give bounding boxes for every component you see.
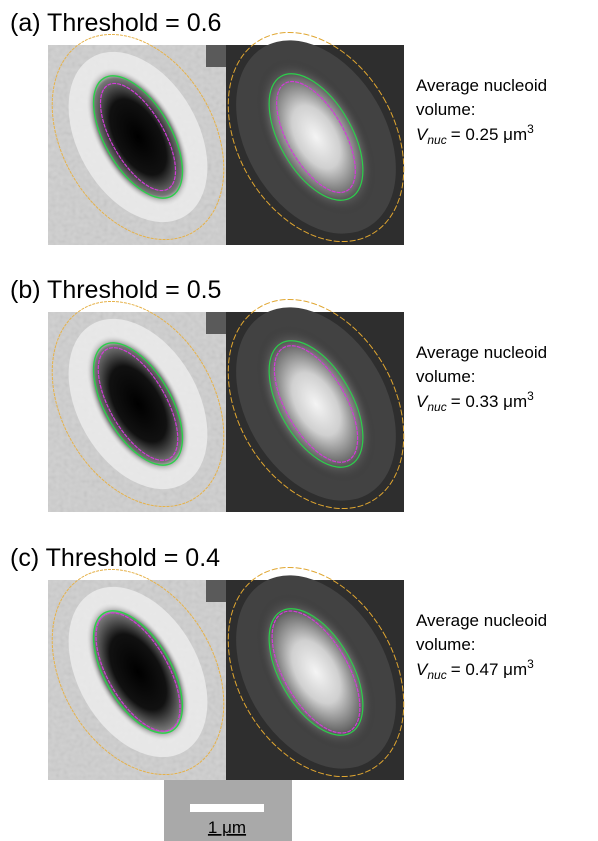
panel-title: (c) Threshold = 0.4	[10, 544, 220, 572]
volume-value: = 0.33 μm	[451, 392, 527, 411]
volume-formula: Vnuc = 0.25 μm3	[416, 122, 534, 147]
volume-symbol: V	[416, 125, 429, 144]
corner-patch	[206, 45, 226, 67]
scale-bar-label: 1 μm	[208, 818, 246, 837]
info-line: volume:	[416, 100, 476, 119]
corner-patch	[206, 312, 226, 334]
volume-symbol: V	[416, 392, 429, 411]
green-contour	[92, 342, 184, 466]
scale-bar: 1 μm	[164, 780, 292, 841]
corner-patch	[206, 580, 226, 602]
dark-nucleoid	[86, 335, 190, 473]
info-line: Average nucleoid	[416, 611, 547, 630]
volume-subscript: nuc	[427, 668, 446, 682]
info-line: volume:	[416, 635, 476, 654]
panel: (b) Threshold = 0.5 Average nucleoid volum…	[10, 276, 547, 512]
panel: (a) Threshold = 0.6 Average nucleoid volum…	[10, 9, 547, 245]
bright-nucleoid	[256, 593, 376, 751]
dark-nucleoid	[86, 68, 190, 206]
green-contour	[92, 610, 184, 734]
volume-value: = 0.47 μm	[451, 660, 527, 679]
volume-superscript: 3	[527, 657, 534, 671]
volume-superscript: 3	[527, 389, 534, 403]
volume-formula: Vnuc = 0.33 μm3	[416, 389, 534, 414]
magenta-contour	[95, 612, 181, 732]
green-contour	[268, 73, 364, 201]
panel: (c) Threshold = 0.4 Average nucleoid volum…	[10, 544, 547, 780]
panel-title: (b) Threshold = 0.5	[10, 276, 221, 304]
info-line: Average nucleoid	[416, 76, 547, 95]
bright-nucleoid	[256, 325, 376, 483]
cell-contour	[51, 300, 225, 508]
green-contour	[92, 75, 184, 199]
magenta-contour	[276, 80, 356, 194]
green-contour	[268, 340, 364, 468]
cell-contour	[227, 298, 405, 510]
magenta-contour	[271, 610, 361, 734]
cell-contour	[227, 566, 405, 778]
volume-subscript: nuc	[427, 400, 446, 414]
magenta-contour	[99, 82, 177, 192]
volume-formula: Vnuc = 0.47 μm3	[416, 657, 534, 682]
cell-contour	[51, 33, 225, 241]
bright-nucleoid	[256, 58, 376, 216]
volume-symbol: V	[416, 660, 429, 679]
volume-value: = 0.25 μm	[451, 125, 527, 144]
volume-superscript: 3	[527, 122, 534, 136]
info-line: Average nucleoid	[416, 343, 547, 362]
green-contour	[268, 608, 364, 736]
panel-title: (a) Threshold = 0.6	[10, 9, 221, 37]
cell-contour	[227, 31, 405, 243]
volume-subscript: nuc	[427, 133, 446, 147]
dark-nucleoid	[86, 603, 190, 741]
magenta-contour	[97, 347, 179, 461]
cell-contour	[51, 568, 225, 776]
scale-bar-line	[190, 804, 264, 812]
magenta-contour	[273, 345, 359, 463]
info-line: volume:	[416, 367, 476, 386]
